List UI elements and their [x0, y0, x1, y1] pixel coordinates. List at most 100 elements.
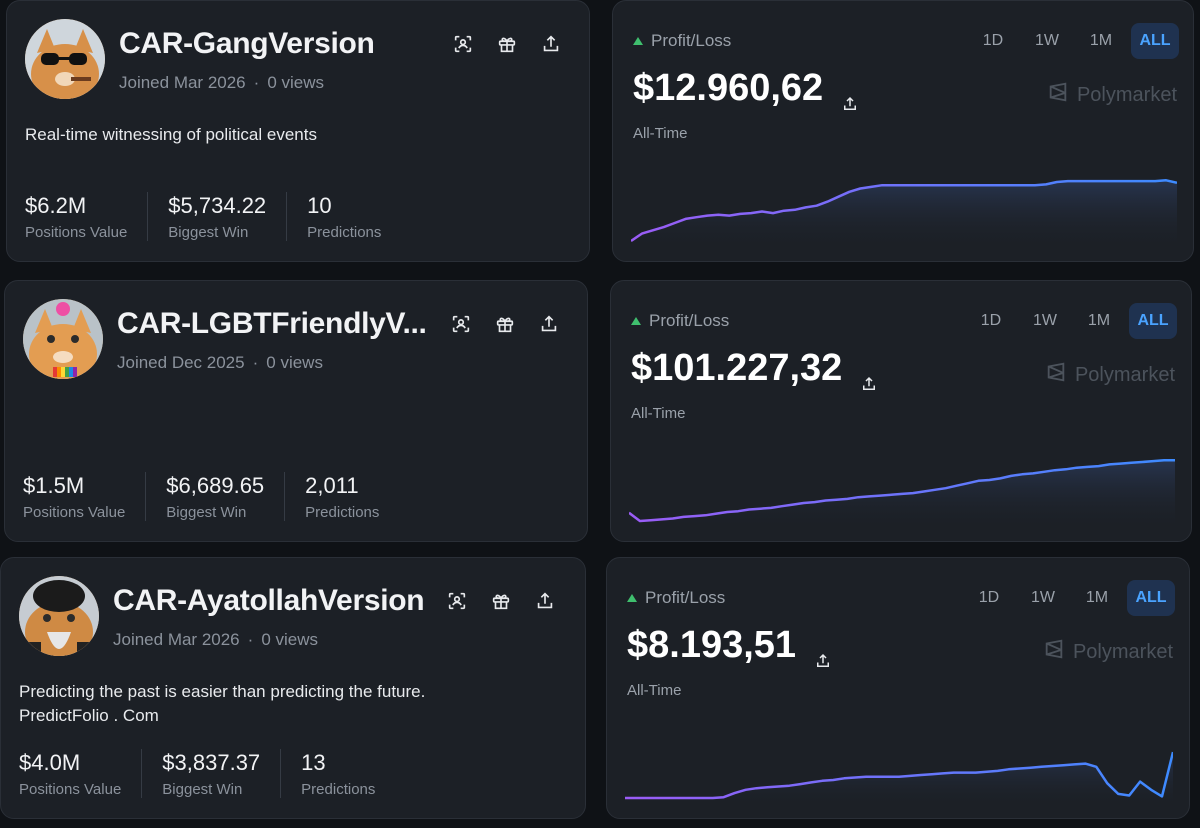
trend-up-icon — [633, 37, 643, 45]
trend-up-icon — [631, 317, 641, 325]
stat-predictions: 13 Predictions — [301, 749, 395, 798]
pnl-area — [631, 180, 1177, 251]
profile-row-3: CAR-AyatollahVersion Joined Mar 2026 · 0 v… — [0, 557, 1200, 825]
pnl-chart — [625, 751, 1173, 808]
view-count: 0 views — [261, 630, 318, 649]
profile-stats: $4.0M Positions Value $3,837.37 Biggest … — [19, 749, 415, 798]
polymarket-logo-icon — [1043, 638, 1065, 666]
pnl-label: Profit/Loss — [633, 31, 731, 51]
brand: Polymarket — [1045, 361, 1175, 389]
share-icon[interactable] — [860, 360, 878, 390]
range-1w[interactable]: 1W — [1033, 312, 1057, 329]
profile-bio: Real-time witnessing of political events — [25, 125, 317, 144]
username: CAR-LGBTFriendlyV... — [117, 307, 427, 340]
share-icon[interactable] — [538, 313, 560, 335]
pnl-label: Profit/Loss — [631, 311, 729, 331]
profile-row-2: CAR-LGBTFriendlyV... Joined Dec 2025 · 0 v… — [0, 280, 1200, 548]
profile-bio: Predicting the past is easier than predi… — [19, 682, 426, 725]
joined-date: Joined Dec 2025 — [117, 353, 245, 372]
period-label: All-Time — [627, 682, 682, 699]
avatar[interactable] — [25, 19, 105, 99]
brand-name: Polymarket — [1076, 83, 1177, 106]
stat-value: $1.5M — [23, 473, 85, 498]
period-label: All-Time — [633, 125, 688, 142]
range-all[interactable]: ALL — [1131, 23, 1179, 59]
profile-stats: $6.2M Positions Value $5,734.22 Biggest … — [25, 192, 421, 241]
share-icon[interactable] — [841, 80, 859, 110]
pnl-amount: $12.960,62 — [633, 67, 824, 109]
range-all[interactable]: ALL — [1127, 580, 1175, 616]
stat-positions-value: $4.0M Positions Value — [19, 749, 143, 798]
stat-label: Positions Value — [23, 504, 126, 521]
profile-card: CAR-GangVersion Joined Mar 2026 · 0 views … — [6, 0, 590, 262]
profile-meta: Joined Dec 2025 · 0 views — [117, 353, 323, 372]
range-1d[interactable]: 1D — [982, 32, 1004, 49]
profile-row-1: CAR-GangVersion Joined Mar 2026 · 0 views … — [0, 0, 1200, 268]
avatar[interactable] — [23, 299, 103, 379]
pnl-chart — [631, 179, 1177, 251]
range-1w[interactable]: 1W — [1035, 32, 1059, 49]
range-1w[interactable]: 1W — [1031, 589, 1055, 606]
trend-up-icon — [627, 594, 637, 602]
pnl-amount: $8.193,51 — [627, 624, 797, 666]
profile-meta: Joined Mar 2026 · 0 views — [119, 73, 324, 92]
share-icon[interactable] — [814, 637, 832, 667]
pnl-amount-row: $101.227,32 — [631, 347, 878, 390]
username: CAR-GangVersion — [119, 27, 375, 60]
range-1m[interactable]: 1M — [1087, 312, 1111, 329]
profile-actions — [446, 590, 556, 612]
joined-date: Joined Mar 2026 — [113, 630, 240, 649]
stat-value: $4.0M — [19, 750, 81, 775]
pnl-area — [629, 460, 1175, 531]
pnl-line — [629, 459, 1175, 523]
range-1d[interactable]: 1D — [980, 312, 1002, 329]
range-1m[interactable]: 1M — [1085, 589, 1109, 606]
pnl-line — [625, 751, 1173, 800]
stat-label: Predictions — [307, 224, 382, 241]
stat-predictions: 2,011 Predictions — [305, 472, 399, 521]
polymarket-logo-icon — [1045, 361, 1067, 389]
stat-label: Biggest Win — [162, 781, 243, 798]
stat-label: Predictions — [305, 504, 380, 521]
pnl-label-text: Profit/Loss — [645, 588, 726, 607]
stat-value: $5,734.22 — [168, 193, 267, 218]
username: CAR-AyatollahVersion — [113, 584, 425, 617]
range-1d[interactable]: 1D — [978, 589, 1000, 606]
share-icon[interactable] — [540, 33, 562, 55]
profile-actions — [450, 313, 560, 335]
stat-value: 10 — [307, 193, 332, 218]
avatar[interactable] — [19, 576, 99, 656]
pnl-line — [631, 179, 1177, 243]
stat-biggest-win: $3,837.37 Biggest Win — [162, 749, 282, 798]
stat-biggest-win: $6,689.65 Biggest Win — [166, 472, 286, 521]
range-1m[interactable]: 1M — [1089, 32, 1113, 49]
gift-icon[interactable] — [496, 33, 518, 55]
pnl-label-text: Profit/Loss — [649, 311, 730, 330]
brand-name: Polymarket — [1074, 363, 1175, 386]
profile-card: CAR-AyatollahVersion Joined Mar 2026 · 0 v… — [0, 557, 586, 819]
brand: Polymarket — [1047, 81, 1177, 109]
range-all[interactable]: ALL — [1129, 303, 1177, 339]
profile-card: CAR-LGBTFriendlyV... Joined Dec 2025 · 0 v… — [4, 280, 588, 542]
pnl-area — [625, 752, 1173, 808]
range-selector: 1D 1W 1M ALL — [969, 23, 1179, 59]
stat-positions-value: $6.2M Positions Value — [25, 192, 149, 241]
pnl-card: Profit/Loss 1D 1W 1M ALL $101.227,32 All… — [610, 280, 1192, 542]
range-selector: 1D 1W 1M ALL — [965, 580, 1175, 616]
share-icon[interactable] — [534, 590, 556, 612]
view-count: 0 views — [267, 73, 324, 92]
period-label: All-Time — [631, 405, 686, 422]
scan-icon[interactable] — [452, 33, 474, 55]
brand-name: Polymarket — [1072, 640, 1173, 663]
pnl-card: Profit/Loss 1D 1W 1M ALL $12.960,62 All-… — [612, 0, 1194, 262]
stat-value: $6,689.65 — [166, 473, 265, 498]
stat-value: $6.2M — [25, 193, 87, 218]
scan-icon[interactable] — [450, 313, 472, 335]
gift-icon[interactable] — [494, 313, 516, 335]
gift-icon[interactable] — [490, 590, 512, 612]
stat-biggest-win: $5,734.22 Biggest Win — [168, 192, 288, 241]
scan-icon[interactable] — [446, 590, 468, 612]
brand: Polymarket — [1043, 638, 1173, 666]
stat-label: Positions Value — [19, 781, 122, 798]
profile-stats: $1.5M Positions Value $6,689.65 Biggest … — [23, 472, 419, 521]
